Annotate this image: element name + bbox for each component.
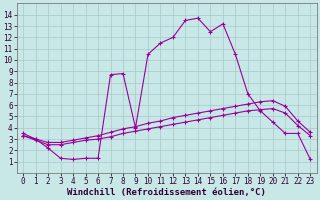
X-axis label: Windchill (Refroidissement éolien,°C): Windchill (Refroidissement éolien,°C) — [67, 188, 266, 197]
